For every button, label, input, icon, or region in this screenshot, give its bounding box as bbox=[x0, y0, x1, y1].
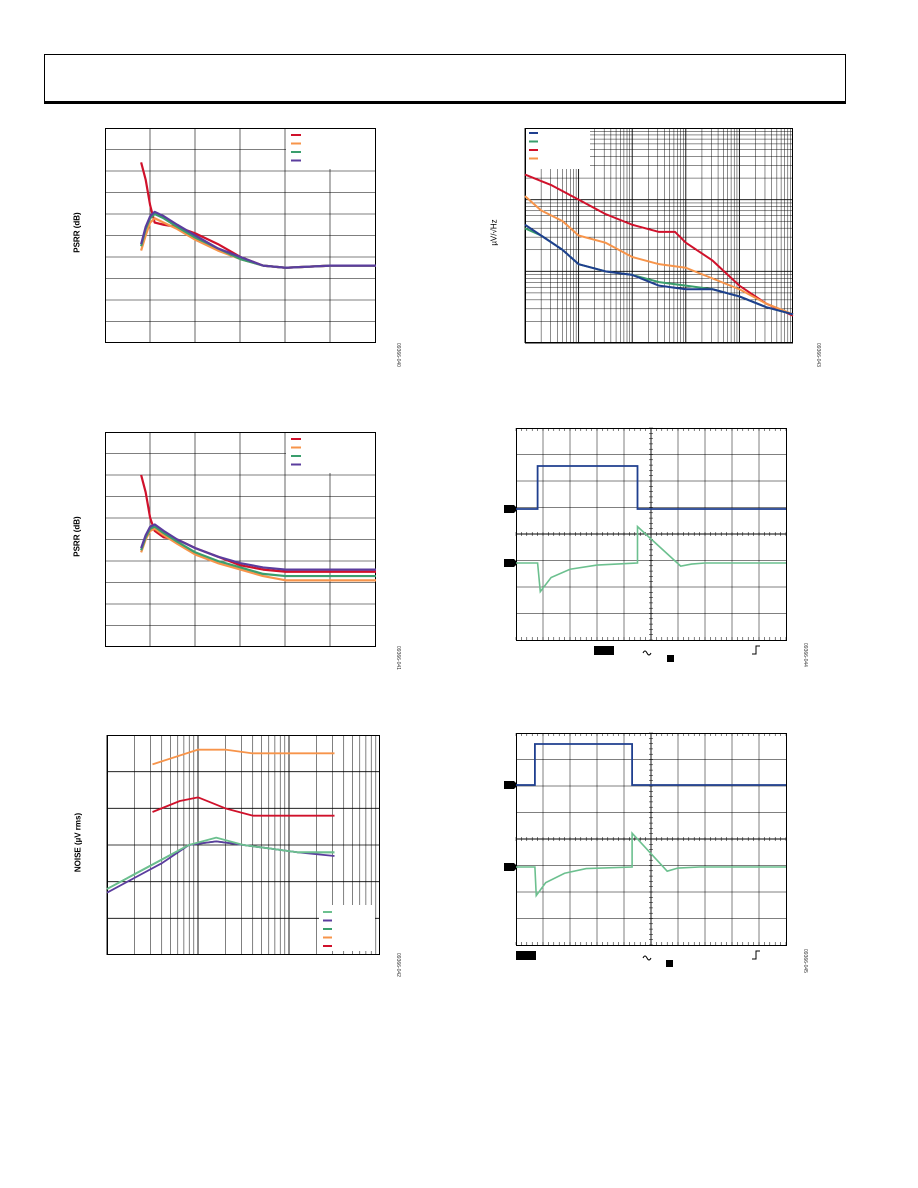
channel-readout-box bbox=[516, 951, 536, 960]
scope2-figure-code: 09366-045 bbox=[802, 949, 808, 973]
trigger-marker bbox=[666, 960, 673, 967]
legend bbox=[286, 433, 375, 473]
noise-figure-code: 09366-042 bbox=[395, 953, 401, 977]
scope-frame bbox=[516, 428, 787, 641]
series-line bbox=[106, 840, 335, 894]
density-figure-code: 09366-043 bbox=[815, 343, 821, 367]
bandwidth-symbol bbox=[642, 955, 652, 961]
noise-chart bbox=[106, 735, 380, 955]
psrr1-figure-code: 09366-040 bbox=[395, 343, 401, 367]
bandwidth-symbol bbox=[642, 650, 652, 656]
series-line bbox=[106, 836, 335, 890]
series-line bbox=[140, 212, 376, 269]
scope1-figure-code: 09366-044 bbox=[802, 643, 808, 667]
trigger-marker bbox=[667, 655, 674, 662]
series-line bbox=[524, 195, 794, 316]
page-header-rule bbox=[44, 102, 846, 104]
psrr2-figure-code: 09366-041 bbox=[395, 646, 401, 670]
plot-frame bbox=[525, 128, 793, 343]
legend bbox=[526, 129, 590, 169]
channel1-marker bbox=[504, 505, 518, 513]
scope-screen bbox=[504, 732, 787, 967]
series-line bbox=[524, 223, 794, 316]
channel1-trace bbox=[516, 743, 786, 786]
series-line bbox=[140, 474, 376, 573]
channel2-trace bbox=[516, 524, 786, 594]
scope1-display bbox=[504, 427, 787, 662]
channel2-marker bbox=[504, 559, 518, 567]
channel2-marker bbox=[504, 863, 518, 871]
psrr2-ylabel: PSRR (dB) bbox=[72, 516, 82, 557]
scope-frame bbox=[516, 733, 787, 946]
psrr2-chart bbox=[105, 432, 376, 647]
channel1-trace bbox=[516, 465, 786, 510]
series-line bbox=[524, 173, 794, 317]
trigger-edge-icon bbox=[752, 950, 760, 960]
noise-density-chart bbox=[524, 128, 794, 344]
channel-readout-box bbox=[594, 646, 614, 655]
series-line bbox=[140, 523, 376, 571]
trigger-edge-icon bbox=[752, 645, 760, 655]
page-header-box bbox=[44, 54, 846, 102]
density-ylabel: µV/√Hz bbox=[489, 219, 499, 246]
series-line bbox=[140, 162, 376, 269]
noise-ylabel: NOISE (µV rms) bbox=[73, 812, 83, 873]
channel2-trace bbox=[516, 831, 786, 898]
scope-screen bbox=[504, 427, 787, 662]
series-line bbox=[140, 210, 376, 269]
scope2-display bbox=[504, 732, 787, 967]
series-line bbox=[152, 796, 335, 817]
series-line bbox=[152, 748, 335, 766]
psrr1-ylabel: PSRR (dB) bbox=[72, 212, 82, 253]
psrr1-chart bbox=[105, 128, 376, 343]
legend bbox=[319, 905, 375, 951]
channel1-marker bbox=[504, 781, 518, 789]
legend bbox=[286, 129, 375, 169]
